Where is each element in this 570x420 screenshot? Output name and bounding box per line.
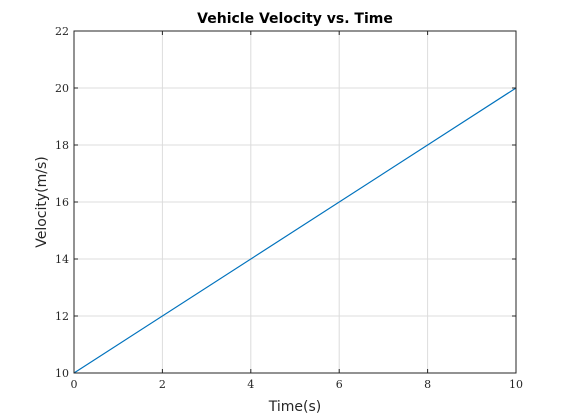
x-axis-label: Time(s) xyxy=(268,399,321,415)
x-tick-label: 8 xyxy=(424,378,431,391)
chart-title: Vehicle Velocity vs. Time xyxy=(197,11,393,27)
x-tick-label: 10 xyxy=(509,378,523,391)
velocity-series-line xyxy=(73,87,517,374)
ticks: 0 2 4 6 8 10 10 12 14 16 18 20 22 xyxy=(55,25,523,391)
y-tick-label: 18 xyxy=(55,139,69,152)
y-tick-label: 20 xyxy=(55,82,69,95)
x-tick-label: 0 xyxy=(71,378,78,391)
y-tick-label: 14 xyxy=(55,253,69,266)
x-tick-label: 6 xyxy=(336,378,343,391)
x-tick-label: 4 xyxy=(247,378,254,391)
y-tick-label: 12 xyxy=(55,310,69,323)
grid xyxy=(73,30,517,374)
y-tick-label: 22 xyxy=(55,25,69,38)
y-tick-label: 10 xyxy=(55,367,69,380)
series-layer xyxy=(73,87,517,374)
x-tick-label: 2 xyxy=(159,378,166,391)
y-axis-label: Velocity(m/s) xyxy=(34,156,50,248)
y-tick-label: 16 xyxy=(55,196,69,209)
